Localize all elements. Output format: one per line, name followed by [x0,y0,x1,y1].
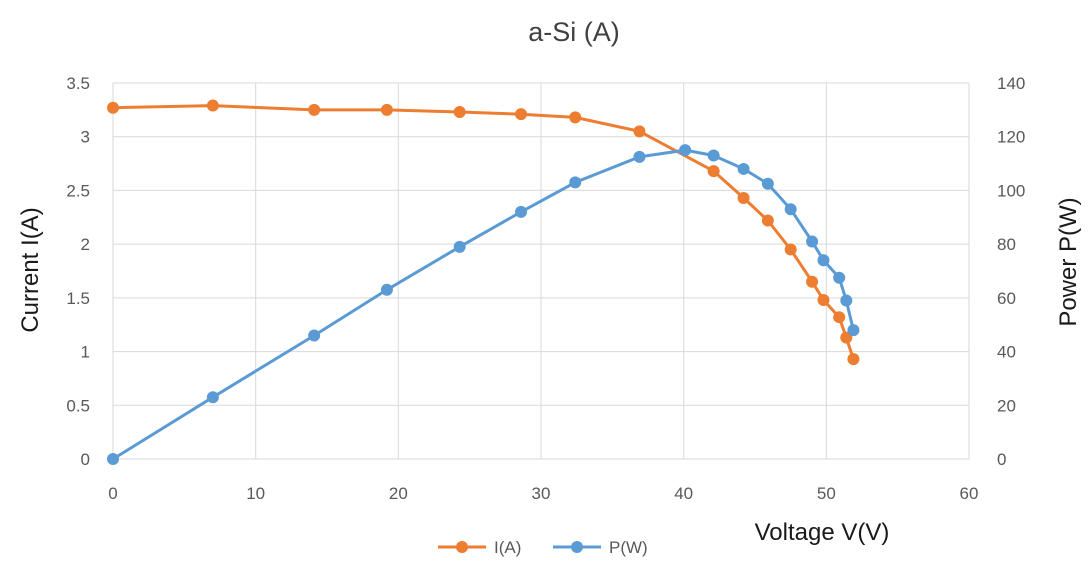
data-point-1 [569,176,582,189]
data-point-0 [707,165,720,178]
y-tick-label: 1.5 [66,289,90,308]
data-point-1 [806,235,819,248]
y-axis-title: Current I(A) [17,207,44,332]
y-tick-label: 2 [81,235,90,254]
data-point-1 [107,453,119,465]
grid [112,82,970,460]
y2-tick-label: 100 [997,181,1025,200]
data-point-1 [380,283,393,296]
data-point-0 [806,275,819,288]
data-point-0 [515,108,528,121]
y2-tick-label: 60 [997,289,1016,308]
data-point-0 [761,214,774,227]
legend-label-1: P(W) [609,538,648,557]
legend: I(A) P(W) [438,538,648,557]
data-point-1 [679,144,692,157]
y-tick-label: 0.5 [66,396,90,415]
legend-label-0: I(A) [494,538,521,557]
data-point-0 [633,125,646,138]
x-tick-label: 20 [389,484,408,503]
data-point-0 [833,311,846,324]
y2-axis-title: Power P(W) [1055,197,1082,326]
data-point-1 [206,391,219,404]
y2-tick-label: 120 [997,128,1025,147]
data-point-1 [840,294,853,307]
data-point-1 [515,205,528,218]
data-point-0 [453,106,466,119]
y2-tick-label: 40 [997,343,1016,362]
y2-tick-label: 0 [997,450,1006,469]
data-point-1 [453,240,466,253]
y-tick-label: 0 [81,450,90,469]
y-tick-label: 1 [81,343,90,362]
data-point-1 [784,203,797,216]
x-tick-label: 40 [674,484,693,503]
data-point-1 [847,324,860,337]
y-tick-label: 3 [81,128,90,147]
data-point-0 [569,111,582,124]
series [107,99,860,465]
legend-marker-1 [571,541,583,553]
x-tick-label: 50 [817,484,836,503]
x-axis-title: Voltage V(V) [755,519,890,546]
y-tick-label: 2.5 [66,181,90,200]
x-tick-label: 60 [960,484,979,503]
data-point-0 [206,99,219,112]
data-point-1 [737,162,750,175]
data-point-1 [633,150,646,163]
data-point-0 [817,294,830,307]
data-point-0 [107,101,119,114]
data-point-1 [833,271,846,284]
data-point-0 [840,331,853,344]
data-point-1 [707,149,720,162]
data-point-1 [761,177,774,190]
data-point-0 [308,103,321,116]
y2-tick-label: 80 [997,235,1016,254]
legend-marker-0 [456,541,468,553]
chart-title: a-Si (A) [528,17,620,47]
y-tick-label: 3.5 [66,74,90,93]
data-point-0 [737,191,750,204]
data-point-0 [380,103,393,116]
y2-tick-label: 140 [997,74,1025,93]
x-tick-label: 0 [108,484,117,503]
data-point-0 [784,243,797,256]
data-point-0 [847,353,860,366]
data-point-1 [308,329,321,342]
data-point-1 [817,254,830,267]
x-tick-label: 10 [246,484,265,503]
y2-tick-label: 20 [997,396,1016,415]
x-tick-label: 30 [532,484,551,503]
